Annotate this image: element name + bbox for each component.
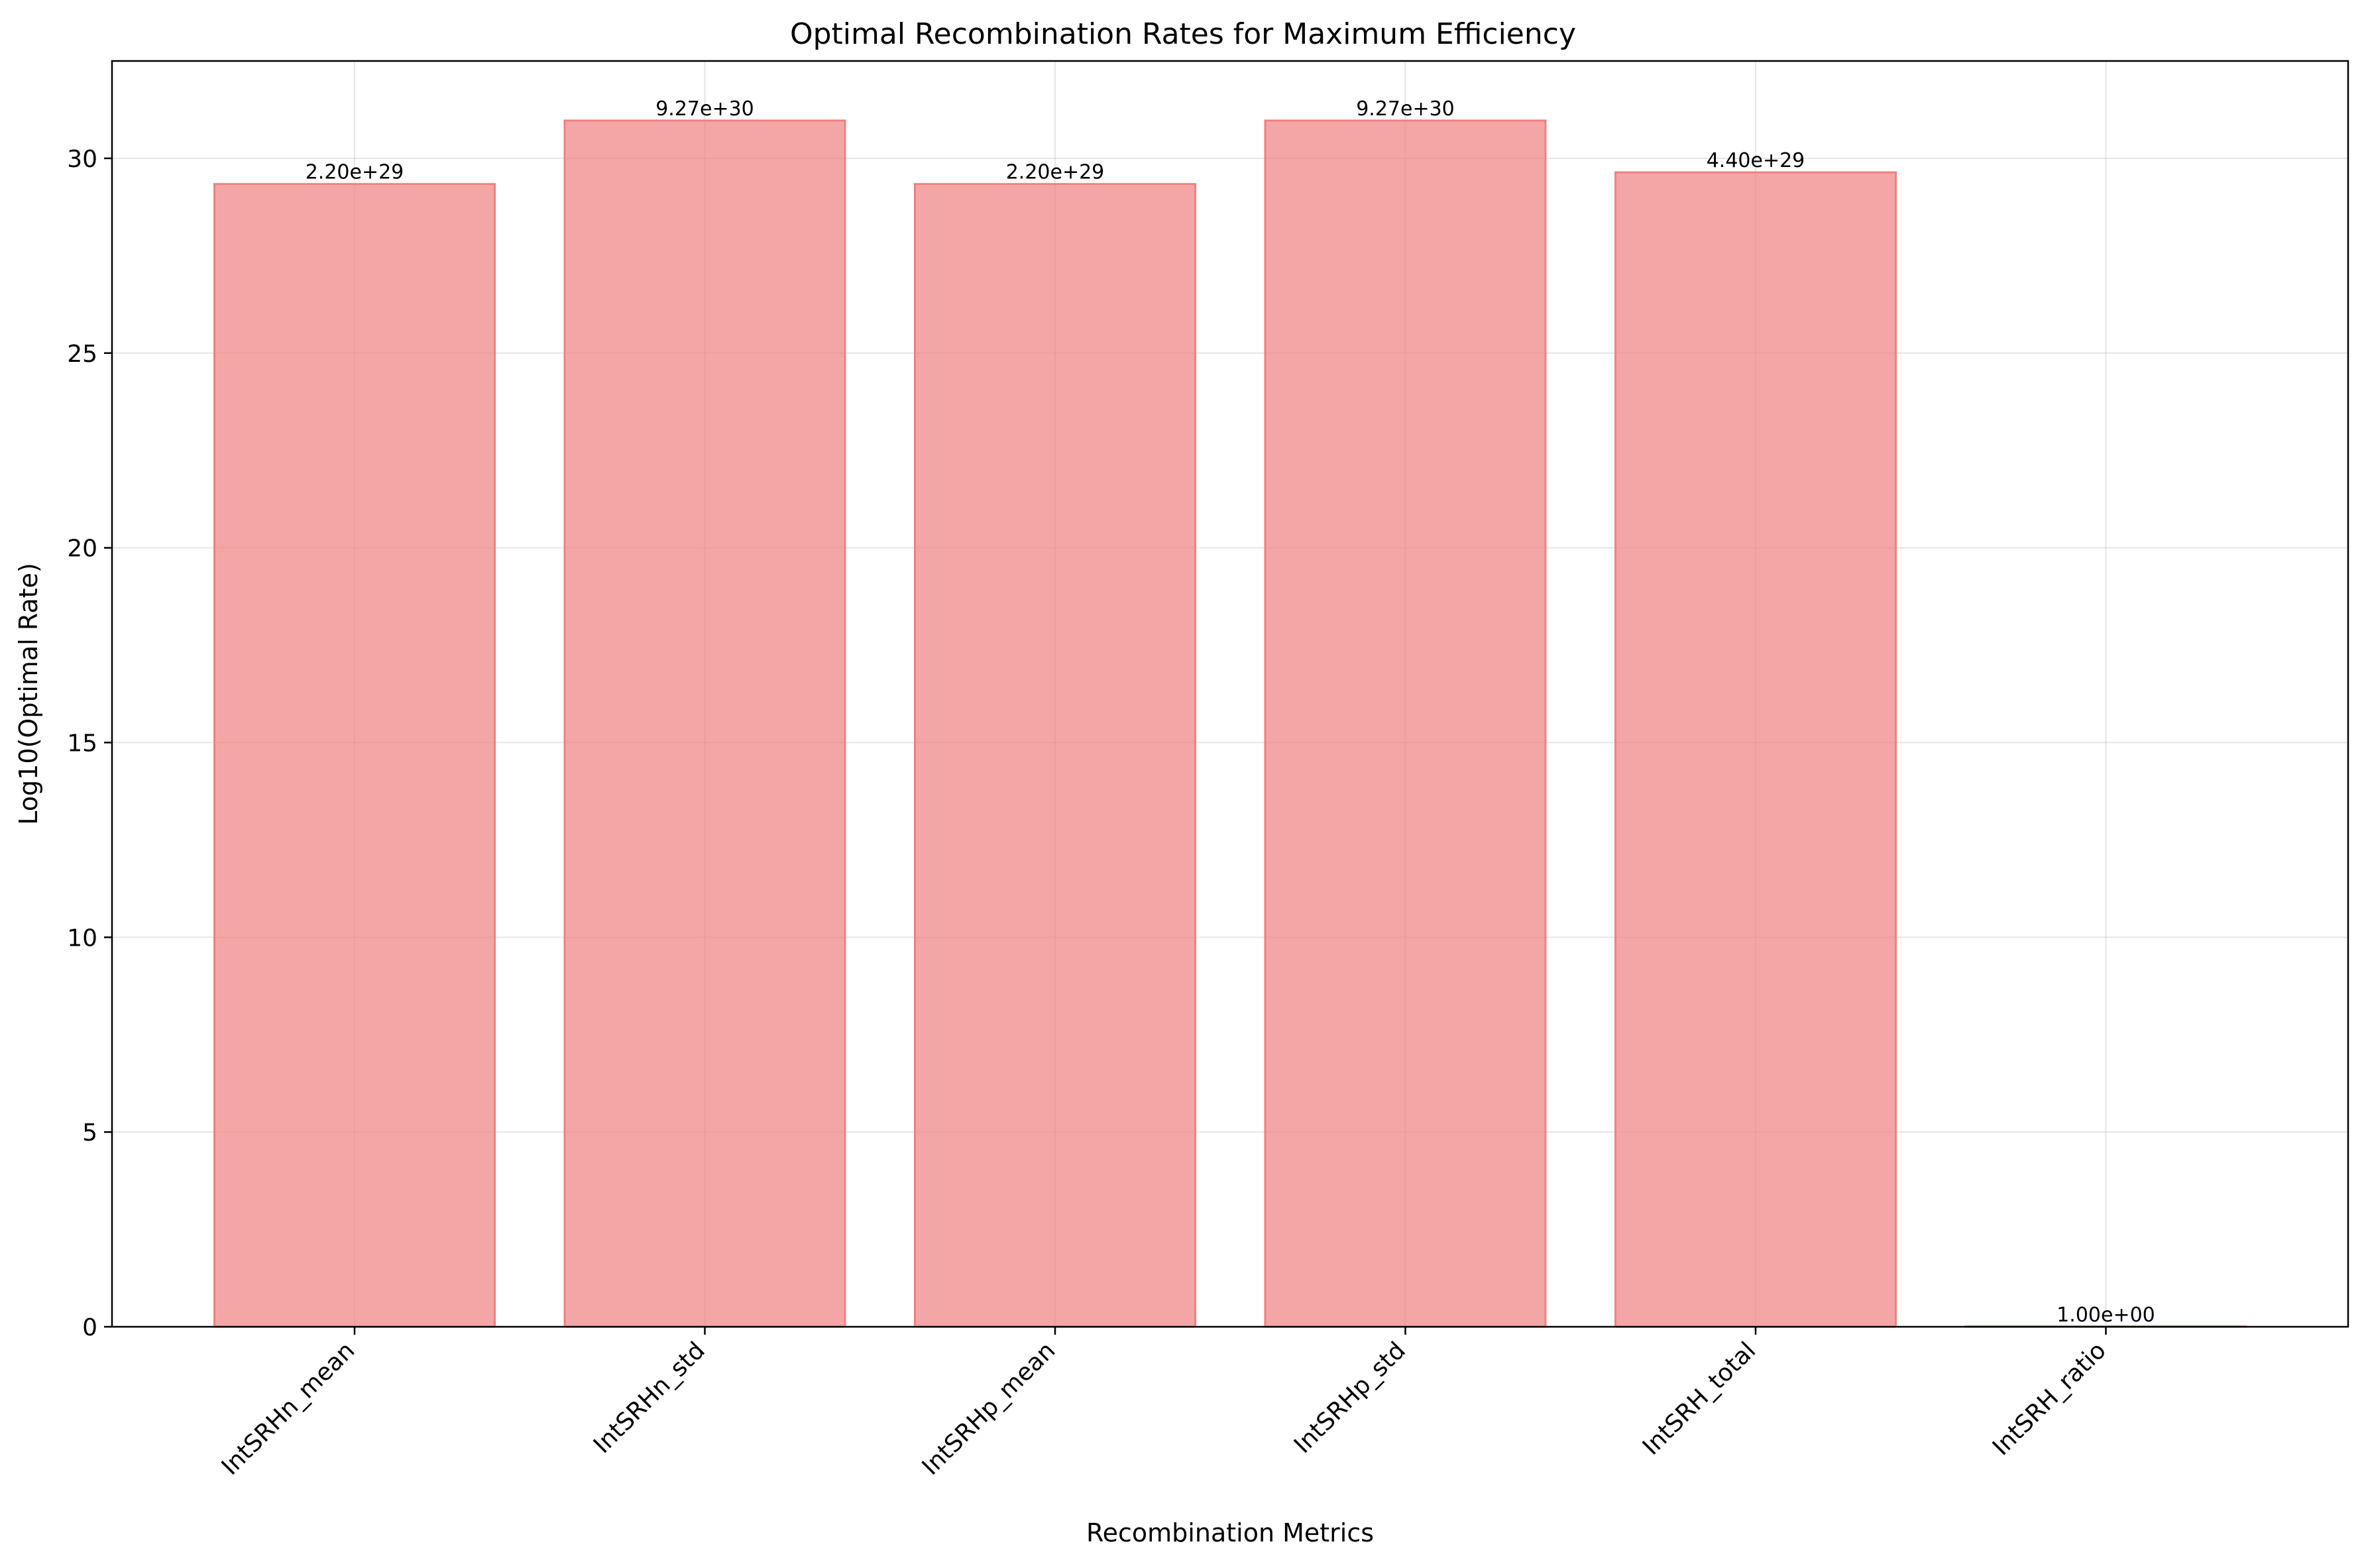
plot-frame <box>111 60 2349 1328</box>
bar-intsrhp-std <box>1264 119 1547 1328</box>
y-axis-label: Log10(Optimal Rate) <box>14 563 43 824</box>
data-label: 4.40e+29 <box>1707 149 1805 172</box>
x-tick-label: IntSRHp_std <box>1289 1337 1411 1459</box>
y-tick-label: 30 <box>67 146 97 173</box>
y-tick-label: 5 <box>82 1119 97 1147</box>
bar-intsrhp-mean <box>914 183 1196 1328</box>
data-label: 9.27e+30 <box>1356 97 1455 121</box>
y-tick-label: 25 <box>67 341 97 368</box>
data-label: 1.00e+00 <box>2056 1304 2155 1327</box>
x-tick-label: IntSRHp_mean <box>917 1337 1061 1481</box>
x-tick-label: IntSRHn_mean <box>217 1337 361 1481</box>
data-label: 2.20e+29 <box>306 161 404 184</box>
y-tick-label: 15 <box>67 730 97 757</box>
y-tick-label: 0 <box>82 1314 97 1341</box>
y-tick-label: 20 <box>67 535 97 563</box>
x-axis-label: Recombination Metrics <box>1086 1518 1374 1547</box>
x-tick-label: IntSRH_total <box>1638 1337 1762 1461</box>
x-tick-label: IntSRH_ratio <box>1988 1337 2112 1461</box>
y-tick-label: 10 <box>67 924 97 952</box>
bar-intsrhn-mean <box>213 183 496 1328</box>
bar-intsrhn-std <box>563 119 846 1328</box>
bar-intsrh-total <box>1614 171 1897 1328</box>
bars: 2.20e+29 9.27e+30 2.20e+29 9.27e+30 4.40e+29… <box>213 97 2247 1328</box>
data-label: 9.27e+30 <box>655 97 754 121</box>
chart-title: Optimal Recombination Rates for Maximum … <box>790 17 1576 51</box>
x-tick-label: IntSRHn_std <box>589 1337 710 1459</box>
data-label: 2.20e+29 <box>1006 161 1105 184</box>
